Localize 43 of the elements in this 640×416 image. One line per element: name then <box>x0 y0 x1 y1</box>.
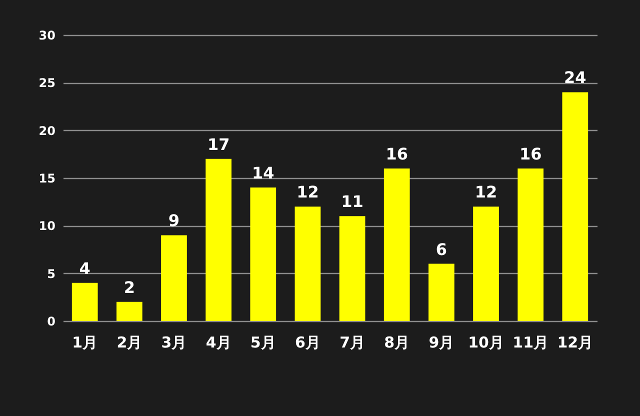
bar <box>161 235 187 321</box>
y-tick-label: 5 <box>47 266 56 281</box>
bar <box>384 168 410 321</box>
x-tick-label: 8月 <box>384 334 410 352</box>
bar <box>116 302 142 321</box>
y-tick-label: 15 <box>38 172 56 186</box>
data-label: 2 <box>124 278 135 297</box>
x-tick-label: 7月 <box>340 334 366 352</box>
bar <box>72 282 98 321</box>
data-label: 12 <box>474 182 498 202</box>
bar <box>428 264 454 321</box>
bar <box>294 206 321 321</box>
x-tick-label: 11月 <box>512 334 549 352</box>
y-tick-label: 30 <box>38 28 56 42</box>
data-label: 16 <box>519 144 542 164</box>
bar <box>250 188 276 321</box>
data-label: 12 <box>296 182 319 202</box>
x-tick-label: 10月 <box>468 334 504 352</box>
bar <box>206 158 232 321</box>
y-tick-label: 25 <box>38 76 56 90</box>
data-label: 17 <box>207 134 230 154</box>
data-label: 9 <box>168 211 180 230</box>
data-label: 6 <box>436 240 448 259</box>
data-label: 16 <box>386 144 408 164</box>
data-label: 4 <box>79 258 90 278</box>
bar <box>518 168 544 321</box>
bar <box>339 216 366 321</box>
x-tick-label: 6月 <box>294 334 320 352</box>
y-tick-label: 20 <box>38 124 56 138</box>
data-label: 14 <box>252 164 274 183</box>
x-tick-label: 9月 <box>428 334 454 352</box>
bar <box>562 92 588 321</box>
x-tick-label: 4月 <box>206 334 232 352</box>
x-tick-label: 2月 <box>116 334 142 352</box>
data-label: 11 <box>341 192 364 212</box>
x-tick-label: 3月 <box>161 334 187 352</box>
y-tick-label: 0 <box>47 314 56 328</box>
bar <box>473 206 499 321</box>
x-tick-label: 5月 <box>250 334 276 352</box>
x-tick-label: 12月 <box>557 334 594 352</box>
data-label: 24 <box>564 68 586 88</box>
x-tick-label: 1月 <box>72 334 98 352</box>
y-tick-label: 10 <box>38 219 56 234</box>
